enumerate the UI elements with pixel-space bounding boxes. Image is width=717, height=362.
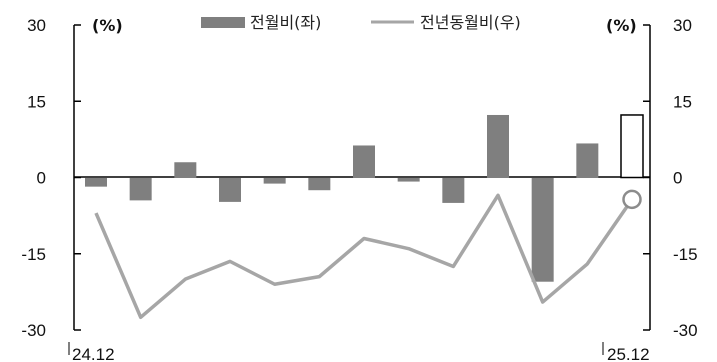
bar-24.12 [85, 177, 107, 187]
bar-25.9 [487, 114, 509, 178]
bar-25.5 [308, 177, 331, 191]
yoy-last-marker [622, 189, 642, 210]
left-tick-label: 15 [27, 92, 46, 111]
bar-25.11 [576, 143, 599, 178]
right-tick-label: -30 [673, 321, 698, 340]
bar-25.6 [353, 145, 375, 178]
legend-bar-label: 전월비(좌) [250, 13, 321, 32]
right-unit-label: (%) [606, 16, 637, 35]
yoy-line [94, 193, 634, 320]
bar-25.7 [397, 177, 420, 182]
left-tick-label: 0 [37, 169, 46, 188]
bar-25.10 [531, 177, 554, 282]
right-tick-label: 30 [673, 16, 692, 35]
bar-25.4 [263, 177, 286, 184]
bar-25.1 [129, 177, 152, 201]
bar-25.2 [174, 162, 197, 178]
legend-bar-swatch [201, 17, 245, 28]
legend-line-label: 전년동월비(우) [420, 13, 521, 32]
left-unit-label: (%) [92, 16, 123, 35]
right-tick-label: -15 [673, 245, 698, 264]
right-tick-label: 0 [673, 169, 682, 188]
bar-25.8 [442, 177, 465, 203]
x-tick-label-end: 25.12 [607, 345, 650, 362]
left-tick-label: 30 [27, 16, 46, 35]
right-tick-label: 15 [673, 92, 692, 111]
left-tick-label: -30 [21, 321, 46, 340]
left-tick-label: -15 [21, 245, 46, 264]
x-tick-label-start: 24.12 [72, 345, 115, 362]
bar-25.12 [620, 114, 644, 179]
bar-25.3 [219, 177, 241, 202]
